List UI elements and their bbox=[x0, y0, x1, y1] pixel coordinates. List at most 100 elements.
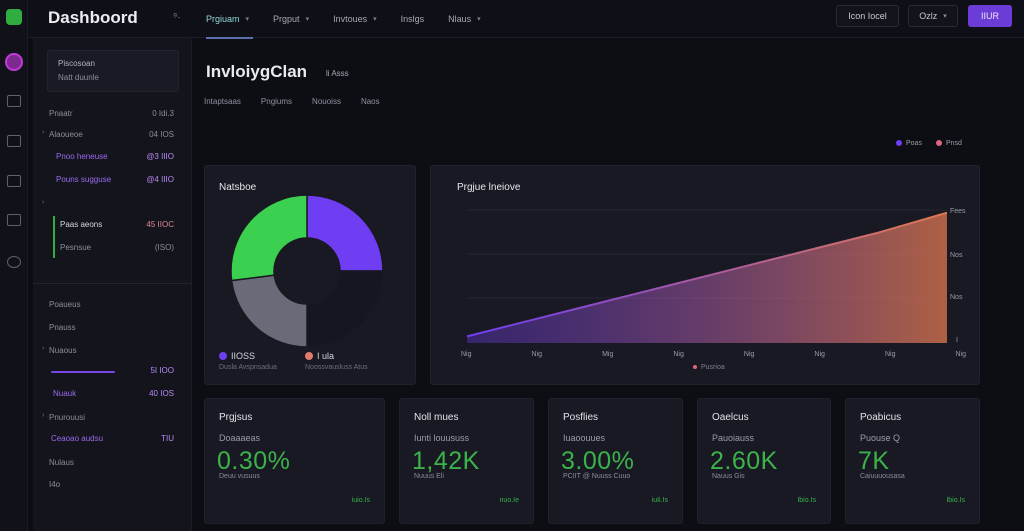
y-tick: I bbox=[956, 337, 958, 344]
topbar-button-1[interactable]: Icon Iocel bbox=[836, 5, 899, 27]
x-tick: Nig bbox=[814, 351, 825, 358]
sidebar-item-active[interactable]: Paas aeons 45 IIOC bbox=[60, 220, 174, 229]
tab-1[interactable]: Intaptsaas bbox=[204, 97, 241, 106]
sidebar-item[interactable]: Pnoo heneuse @3 IIIO bbox=[56, 152, 174, 161]
kpi-subtitle: Doaaaeas bbox=[219, 433, 261, 443]
donut-slice[interactable] bbox=[230, 274, 308, 348]
kpi-title: Noll mues bbox=[414, 412, 459, 423]
chevron-down-icon: ▾ bbox=[477, 16, 481, 23]
x-tick: Nig bbox=[673, 351, 684, 358]
nav-item-5[interactable]: Nlaus ▾ bbox=[448, 14, 481, 24]
tab-2[interactable]: Pngiums bbox=[260, 97, 293, 106]
nav-item-4[interactable]: Inslgs bbox=[400, 14, 425, 24]
card-title: Prgjue lneiove bbox=[457, 182, 521, 193]
kpi-card: Noll mues Iunti louususs 1,42K Nuuus Eli… bbox=[399, 398, 534, 524]
tab-bar: Intaptsaas Pngiums Nouoiss Naos bbox=[204, 97, 380, 106]
sidebar: Piscosoan Natt duunle Pnaatr 0 Idi.3 › Ala… bbox=[33, 38, 192, 531]
sidebar-item[interactable]: Pesnsue (ISO) bbox=[60, 243, 174, 252]
chart-footer: Pusrioa bbox=[693, 364, 725, 371]
sidebar-item[interactable]: Pnauss bbox=[49, 323, 76, 332]
chevron-down-icon: ▾ bbox=[373, 16, 377, 23]
nav-item-3[interactable]: Invtoues ▾ bbox=[333, 14, 377, 24]
calendar-icon[interactable] bbox=[7, 175, 21, 187]
legend-item: Pnsd bbox=[935, 140, 962, 147]
chevron-down-icon: ▾ bbox=[305, 16, 310, 23]
kpi-delta: Ibio.Is bbox=[946, 497, 965, 504]
main-nav: Prgiuam ▾ Prgput ▾ Invtoues ▾ Inslgs Nlaus ▾ bbox=[206, 0, 481, 39]
sidebar-item[interactable]: Ceaoao audsu TIU bbox=[51, 434, 174, 443]
sidebar-item[interactable]: Pouns sugguse @4 IIIO bbox=[56, 175, 174, 184]
sidebar-item[interactable]: › Pnurouusi bbox=[42, 412, 86, 422]
x-tick: Nig bbox=[955, 351, 966, 358]
kpi-subtitle: Pauoiauss bbox=[712, 433, 755, 443]
sidebar-item[interactable]: 5I IOO bbox=[150, 366, 174, 375]
kpi-subtitle: Puouse Q bbox=[860, 433, 901, 443]
legend-item: IIOSS bbox=[219, 351, 255, 361]
donut-slice[interactable] bbox=[306, 194, 384, 272]
document-icon[interactable] bbox=[7, 214, 21, 226]
app-title: Dashboord bbox=[48, 8, 138, 27]
x-axis: Nig Nig Mig Nig Nig Nig Nig Nig bbox=[461, 351, 966, 358]
sidebar-item[interactable]: › Nuaous bbox=[42, 345, 77, 355]
series-line[interactable] bbox=[466, 211, 948, 338]
x-tick: Nig bbox=[531, 351, 543, 358]
donut-slice[interactable] bbox=[230, 194, 308, 282]
globe-icon[interactable] bbox=[5, 53, 23, 71]
kpi-subtitle: Iunti louususs bbox=[414, 433, 470, 443]
kpi-subtitle: Iuaoouues bbox=[563, 433, 606, 443]
chevron-right-icon: › bbox=[42, 129, 45, 136]
topbar-dropdown[interactable]: Ozlz ▾ bbox=[908, 5, 958, 27]
profile-name: Piscosoan bbox=[58, 59, 95, 68]
kpi-value: 0.30% bbox=[217, 447, 291, 475]
legend-dot bbox=[935, 140, 942, 147]
top-bar: Dashboord ⁹· Prgiuam ▾ Prgput ▾ Invtoues ▾ … bbox=[28, 0, 1024, 39]
kpi-title: Prgjsus bbox=[219, 412, 253, 423]
settings-icon[interactable] bbox=[7, 256, 21, 268]
sidebar-item[interactable]: Nulaus bbox=[49, 458, 74, 467]
kpi-value: 1,42K bbox=[412, 447, 480, 475]
image-icon[interactable] bbox=[7, 95, 21, 107]
legend-sub: Noossvausluss Atus bbox=[305, 364, 368, 371]
nav-item-1[interactable]: Prgiuam ▾ bbox=[206, 0, 254, 39]
x-tick: Nig bbox=[461, 351, 472, 358]
tab-3[interactable]: Nouoiss bbox=[312, 97, 341, 106]
collapse-toggle[interactable]: ⁹· bbox=[173, 12, 181, 23]
kpi-card: Prgjsus Doaaaeas 0.30% Deuu vusuus iuio.… bbox=[204, 398, 385, 524]
primary-button[interactable]: IIUR bbox=[968, 5, 1012, 27]
nav-item-2[interactable]: Prgput ▾ bbox=[273, 14, 310, 24]
kpi-caption: Nuuus Eli bbox=[414, 473, 444, 480]
y-tick: Fees bbox=[950, 208, 966, 215]
kpi-card: Poabicus Puouse Q 7K Caiuuuousasa Ibio.I… bbox=[845, 398, 980, 524]
kpi-caption: PCIIT @ Nuuss Cuuo bbox=[563, 473, 631, 480]
sidebar-item[interactable]: Poaueus bbox=[49, 300, 81, 309]
page-subtitle: li Asss bbox=[326, 69, 349, 78]
area-fill bbox=[467, 212, 947, 343]
sidebar-item[interactable]: Nuauk 40 IOS bbox=[53, 389, 174, 398]
chevron-down-icon: ▾ bbox=[245, 16, 250, 23]
profile-role: Natt duunle bbox=[58, 73, 99, 82]
legend-item: Poas bbox=[896, 140, 922, 147]
x-tick: Nig bbox=[743, 351, 755, 358]
sidebar-item[interactable]: › Alaoueoe 04 IOS bbox=[42, 129, 174, 139]
tab-4[interactable]: Naos bbox=[360, 97, 380, 106]
sidebar-item[interactable]: Pnaatr 0 Idi.3 bbox=[49, 109, 174, 118]
donut-chart bbox=[230, 194, 384, 348]
sidebar-divider bbox=[33, 283, 192, 284]
donut-slice[interactable] bbox=[306, 270, 384, 348]
app-logo-icon[interactable] bbox=[6, 9, 22, 25]
icon-rail bbox=[0, 0, 28, 531]
kpi-value: 3.00% bbox=[561, 447, 635, 475]
x-tick: Mig bbox=[602, 351, 614, 358]
sidebar-item[interactable]: › bbox=[33, 198, 192, 212]
chart-legend: Poas Pnsd bbox=[896, 140, 962, 147]
area-chart bbox=[466, 209, 948, 343]
profile-card[interactable]: Piscosoan Natt duunle bbox=[47, 50, 179, 92]
y-tick: Nos bbox=[950, 252, 963, 259]
sidebar-item[interactable]: I4o bbox=[49, 480, 61, 489]
page-title: InvloiygClan bbox=[206, 62, 308, 81]
grid-icon[interactable] bbox=[7, 135, 21, 147]
kpi-delta: Ibio.Is bbox=[797, 497, 816, 504]
y-tick: Nos bbox=[950, 294, 963, 301]
kpi-delta: iuIi.Is bbox=[651, 497, 668, 504]
legend-sub: Dusla Avspnsadua bbox=[219, 364, 277, 371]
